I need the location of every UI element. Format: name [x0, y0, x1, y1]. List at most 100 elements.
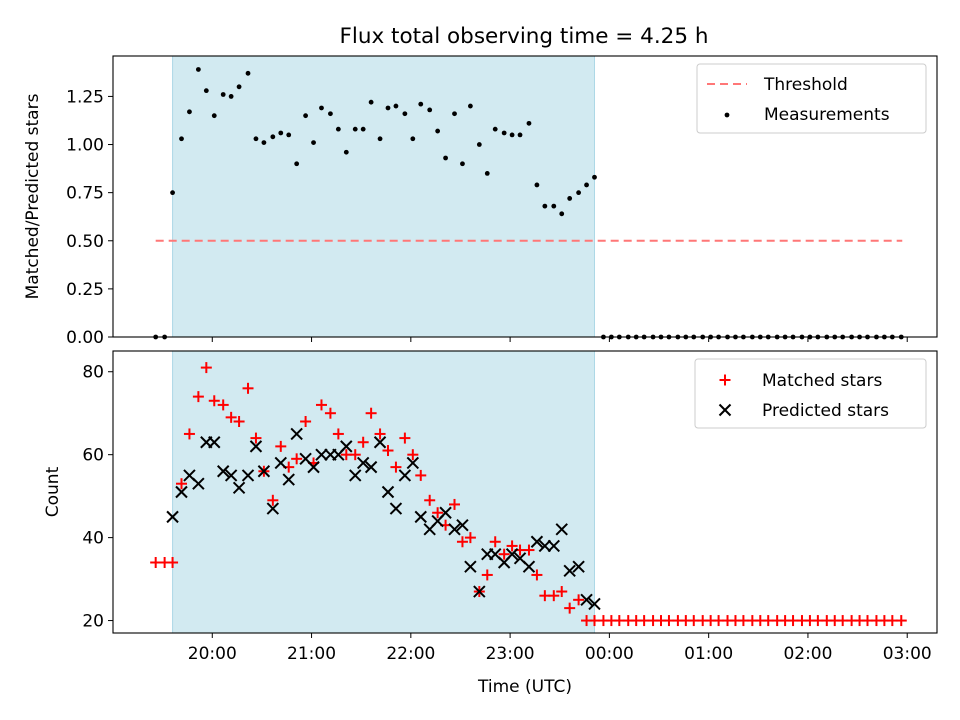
matched-star-point: [489, 536, 501, 548]
time-x-tick-label: 02:00: [783, 644, 832, 664]
measurement-point: [303, 113, 308, 119]
ratio-axes-frame: [112, 55, 938, 338]
measurement-point: [542, 203, 548, 209]
measurement-point: [476, 142, 482, 147]
matched-star-point: [217, 399, 229, 411]
ratio-legend-box: [696, 63, 927, 134]
measurement-point: [427, 107, 433, 113]
matched-star-point: [531, 569, 543, 581]
predicted-star-point: [266, 502, 280, 515]
measurement-point: [278, 130, 284, 136]
measurement-point: [592, 174, 597, 180]
ratio-panel: 0.00 0.25 0.50 0.75 1.00 1.25 Matched/Predict…: [23, 55, 938, 348]
time-x-tick-label: 22:00: [386, 644, 435, 664]
count-panel: 20 40 60 80 20:00 21:00 22:00 23:00 00:00 01:00 0…: [43, 350, 938, 697]
matched-star-point: [382, 445, 394, 457]
matched-star-point: [556, 586, 568, 598]
matched-star-point: [300, 416, 312, 427]
predicted-star-point: [406, 456, 420, 470]
matched-star-point: [315, 399, 327, 411]
ratio-shaded-interval: [172, 55, 595, 338]
ratio-y-tick-label: 0.00: [66, 328, 104, 348]
measurement-point: [270, 134, 276, 140]
time-x-label: Time (UTC): [477, 677, 572, 697]
matched-star-point: [407, 449, 419, 461]
measurement-point: [220, 92, 226, 97]
legend-predicted-marker: [718, 403, 732, 417]
legend-matched-marker: [719, 374, 731, 386]
measurement-point: [551, 203, 557, 209]
predicted-star-point: [257, 465, 271, 478]
predicted-star-point: [192, 477, 205, 490]
measurement-point: [319, 105, 324, 111]
predicted-stars-series: [166, 427, 601, 611]
count-y-axis: 20 40 60 80: [82, 363, 113, 632]
matched-star-point: [573, 594, 585, 606]
measurement-point: [526, 120, 532, 126]
matched-star-point: [449, 498, 461, 510]
matched-star-point: [291, 453, 303, 465]
predicted-star-point: [588, 597, 601, 611]
legend-matched-swatch: [719, 374, 731, 386]
predicted-star-point: [175, 485, 188, 499]
matched-star-point: [332, 428, 344, 440]
matched-star-point: [233, 416, 245, 427]
matched-star-point: [365, 407, 377, 419]
ratio-y-label: Matched/Predicted stars: [23, 93, 43, 299]
matched-star-point: [456, 536, 468, 548]
matched-star-point: [464, 532, 476, 544]
matched-star-point: [349, 449, 361, 461]
predicted-star-point: [473, 585, 486, 598]
predicted-star-point: [249, 440, 263, 453]
matched-star-point: [390, 461, 402, 473]
measurement-point: [261, 140, 267, 146]
ratio-y-tick-label: 0.25: [66, 280, 104, 300]
measurement-point: [335, 126, 341, 132]
measurement-point: [170, 190, 175, 196]
time-x-tick-label: 21:00: [287, 644, 336, 664]
matched-star-point: [225, 411, 237, 423]
predicted-star-point: [274, 456, 287, 470]
predicted-star-point: [373, 436, 387, 449]
matched-star-point: [324, 407, 336, 419]
legend-measurements-label: Measurements: [764, 105, 890, 125]
time-x-tick-label: 00:00: [585, 644, 634, 664]
matched-star-point: [506, 540, 518, 552]
predicted-star-point: [364, 460, 378, 474]
measurement-point: [418, 101, 424, 107]
legend-predicted-swatch: [718, 403, 732, 417]
predicted-star-point: [464, 560, 477, 573]
predicted-star-point: [282, 473, 295, 486]
ratio-legend: Threshold Measurements: [696, 63, 927, 134]
measurement-point: [228, 94, 234, 99]
predicted-star-point: [315, 448, 328, 461]
legend-matched-label: Matched stars: [762, 371, 882, 391]
measurement-point: [253, 136, 259, 142]
predicted-star-point: [208, 436, 221, 449]
measurement-point: [203, 88, 209, 94]
matched-star-point: [183, 428, 195, 440]
measurement-point: [567, 196, 573, 201]
measurement-point: [517, 132, 523, 138]
ratio-y-tick-label: 0.50: [66, 232, 104, 252]
matched-star-point: [498, 548, 510, 560]
predicted-star-point: [505, 547, 519, 561]
time-x-tick-label: 03:00: [883, 644, 932, 664]
ratio-y-axis: 0.00 0.25 0.50 0.75 1.00 1.25: [66, 87, 113, 348]
predicted-star-point: [381, 485, 395, 499]
count-y-tick-label: 60: [82, 446, 104, 466]
predicted-star-point: [439, 506, 452, 519]
time-x-tick-label: 01:00: [684, 644, 733, 664]
measurement-point: [484, 171, 490, 176]
predicted-star-point: [448, 523, 461, 536]
measurement-point: [410, 136, 416, 142]
measurement-point: [187, 109, 192, 115]
count-y-label: Count: [43, 466, 63, 517]
measurement-point: [385, 105, 391, 111]
measurement-point: [368, 99, 374, 105]
measurement-point: [443, 155, 448, 161]
time-x-axis: 20:00 21:00 22:00 23:00 00:00 01:00 02:00 03:00: [188, 633, 932, 664]
matched-star-point: [357, 436, 369, 448]
matched-star-point: [192, 391, 204, 403]
matched-star-point: [250, 432, 262, 444]
